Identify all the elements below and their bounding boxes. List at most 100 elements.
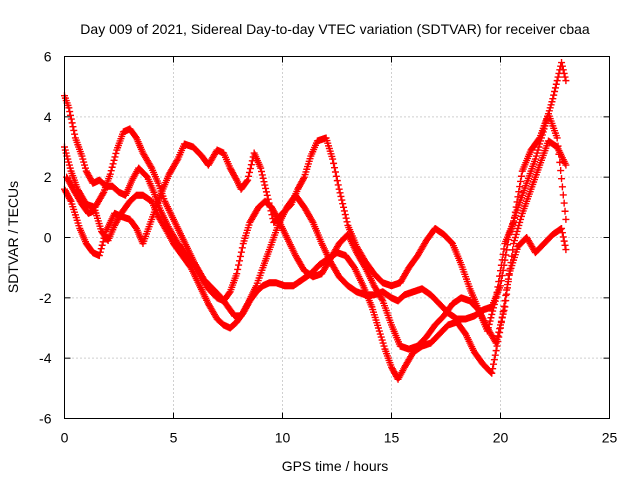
x-tick-label: 25 xyxy=(602,430,618,446)
y-tick-label: 0 xyxy=(44,230,52,246)
data-point xyxy=(558,175,566,183)
data-point xyxy=(491,351,499,359)
data-point xyxy=(173,157,181,165)
data-point xyxy=(554,73,562,81)
series-4 xyxy=(63,173,570,383)
data-point xyxy=(561,73,569,81)
data-point xyxy=(69,123,77,131)
data-point xyxy=(243,177,251,185)
data-point xyxy=(244,176,252,184)
data-point xyxy=(262,184,270,192)
data-point xyxy=(66,108,74,116)
data-point xyxy=(558,224,566,232)
data-point xyxy=(483,327,491,335)
data-point xyxy=(535,135,543,143)
data-point xyxy=(497,261,505,269)
data-point xyxy=(559,191,567,199)
data-point xyxy=(259,174,267,182)
data-point xyxy=(550,91,558,99)
data-point xyxy=(484,324,492,332)
data-point xyxy=(266,203,274,211)
data-point xyxy=(560,237,568,245)
data-point xyxy=(517,177,525,185)
data-point xyxy=(331,164,339,172)
data-point xyxy=(510,218,518,226)
data-point xyxy=(555,150,563,158)
data-point xyxy=(494,283,502,291)
data-point xyxy=(112,149,120,157)
data-point xyxy=(503,281,511,289)
data-point xyxy=(337,192,345,200)
data-point xyxy=(513,198,521,206)
data-point xyxy=(99,190,107,198)
data-point xyxy=(262,188,270,196)
data-point xyxy=(299,175,307,183)
data-point xyxy=(493,342,501,350)
data-point xyxy=(553,134,561,142)
data-point xyxy=(517,172,525,180)
data-point xyxy=(342,214,350,222)
data-point xyxy=(495,333,503,341)
data-point xyxy=(68,119,76,127)
data-point xyxy=(341,211,349,219)
data-point xyxy=(558,62,566,70)
data-point xyxy=(246,165,254,173)
data-point xyxy=(95,252,103,260)
data-point xyxy=(343,218,351,226)
data-point xyxy=(261,181,269,189)
plot-frame xyxy=(64,56,610,419)
data-point xyxy=(236,252,244,260)
data-point xyxy=(562,215,570,223)
data-point xyxy=(557,167,565,175)
data-point xyxy=(559,66,567,74)
data-points xyxy=(61,59,570,383)
data-point xyxy=(378,295,386,303)
data-point xyxy=(238,244,246,252)
data-point xyxy=(492,294,500,302)
data-point xyxy=(245,172,253,180)
chart-title: Day 009 of 2021, Sidereal Day-to-day VTE… xyxy=(80,21,590,37)
data-point xyxy=(264,195,272,203)
data-point xyxy=(486,317,494,325)
data-point xyxy=(558,59,566,67)
x-tick-label: 20 xyxy=(493,430,509,446)
data-point xyxy=(110,156,118,164)
data-point xyxy=(98,241,106,249)
data-point xyxy=(516,183,524,191)
data-point xyxy=(235,261,243,269)
data-point xyxy=(514,193,522,201)
data-point xyxy=(511,208,519,216)
data-point xyxy=(490,304,498,312)
data-point xyxy=(487,368,495,376)
data-point xyxy=(559,233,567,241)
data-point xyxy=(335,185,343,193)
data-point xyxy=(497,324,504,332)
data-point xyxy=(97,245,105,253)
data-point xyxy=(488,369,496,377)
data-point xyxy=(554,142,562,150)
data-point xyxy=(263,191,271,199)
data-point xyxy=(329,155,337,163)
data-point xyxy=(561,241,569,249)
data-point xyxy=(108,163,116,171)
data-point xyxy=(247,161,255,169)
data-point xyxy=(560,69,568,77)
data-point xyxy=(488,310,496,318)
data-point xyxy=(556,158,564,166)
axis-ticks: 0 5 10 15 20 25 -6 -4 -2 0 2 4 6 xyxy=(39,49,617,446)
data-point xyxy=(331,168,339,176)
data-point xyxy=(562,161,570,169)
data-point xyxy=(99,238,107,246)
data-point xyxy=(65,104,73,112)
data-point xyxy=(237,248,245,256)
data-point xyxy=(502,291,510,299)
data-point xyxy=(234,265,242,273)
data-point xyxy=(67,115,75,123)
data-point xyxy=(334,181,342,189)
data-point xyxy=(96,248,104,256)
data-point xyxy=(512,203,520,211)
data-point xyxy=(487,314,495,322)
data-point xyxy=(558,183,566,191)
x-tick-label: 15 xyxy=(384,430,400,446)
